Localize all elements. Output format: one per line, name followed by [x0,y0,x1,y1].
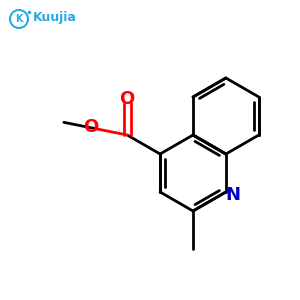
Text: O: O [120,90,135,108]
Text: Kuujia: Kuujia [33,11,77,25]
Text: N: N [225,186,240,204]
Text: O: O [83,118,98,136]
Text: K: K [15,14,23,24]
